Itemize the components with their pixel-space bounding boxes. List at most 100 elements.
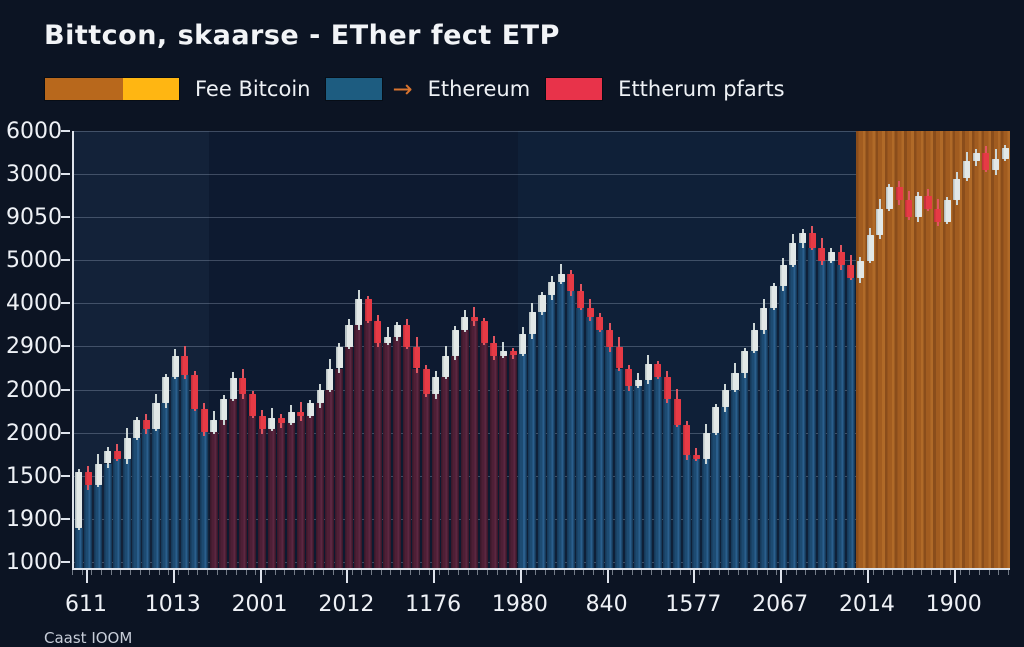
y-axis-label: 2000 [6,420,62,446]
x-axis-minor-tick [429,570,431,575]
y-axis-tick [61,517,70,520]
x-axis-minor-tick [872,570,874,575]
candle-body-up [963,161,971,179]
x-axis-label: 1980 [491,592,548,617]
candle-body-down [808,232,816,248]
gridline [74,260,1010,262]
x-axis-major-tick [86,570,89,583]
price-column [142,428,151,568]
x-axis-minor-tick [197,570,199,575]
x-axis-minor-tick [149,570,151,575]
candle-body-up [557,273,565,283]
x-axis-minor-tick [583,570,585,575]
price-column [769,308,778,568]
candle-body-down [895,187,903,201]
y-axis-tick [61,259,70,262]
price-column [827,260,836,568]
x-axis-minor-tick [805,570,807,575]
x-axis-label: 2001 [231,592,288,617]
candle-body-up [760,308,768,330]
price-column [151,428,160,568]
x-axis-minor-tick [650,570,652,575]
price-column [228,398,238,568]
x-axis-minor-tick [815,570,816,575]
y-axis-label: 6000 [6,119,62,144]
candle-body-up [171,355,179,378]
price-column [779,286,788,568]
x-axis-minor-tick [168,570,170,575]
x-axis-major-tick [693,570,696,583]
x-axis-minor-tick [284,570,286,575]
price-column [180,374,189,568]
candle-body-up [866,234,874,261]
x-axis-minor-tick [515,570,517,575]
candle-body-up [335,346,343,369]
candle-body-up [326,368,334,391]
y-axis-tick [61,216,70,219]
price-column [373,342,382,568]
x-axis-minor-tick [737,570,739,575]
candle-wick-down [695,448,698,462]
price-column [528,333,537,568]
x-axis-minor-tick [689,570,691,575]
price-column [460,329,469,568]
x-axis-minor-tick [843,570,845,575]
candle-body-up [528,312,536,334]
price-column [836,264,845,568]
candle-body-up [992,158,1000,170]
price-column [547,295,556,568]
price-column [383,342,392,568]
x-axis-minor-tick [921,570,923,575]
arrow-right-icon: → [392,75,413,103]
y-axis-label: 2000 [6,377,62,403]
candle-body-up [972,152,980,162]
legend-swatch-fee-bitcoin [44,77,180,101]
x-axis-minor-tick [602,570,604,575]
legend-swatch-ettherum-pfarts [545,77,604,101]
candle-body-down [934,208,942,222]
x-axis-minor-tick [207,570,209,575]
region-band-orange-band [855,131,1010,568]
candle-body-down [837,251,845,265]
x-axis-minor-tick [448,570,450,575]
x-axis-minor-tick [120,570,122,575]
x-axis-minor-tick [940,570,942,575]
x-axis-minor-tick [506,570,508,575]
candle-body-down [181,355,189,375]
price-column [740,372,749,568]
candle-body-up [104,450,112,464]
x-axis-minor-tick [303,570,305,575]
x-axis-minor-tick [438,570,440,575]
price-column [653,377,662,568]
gridline [74,131,1010,132]
x-axis-label: 1900 [925,592,982,617]
candle-body-down [577,290,585,309]
price-column [306,416,315,568]
y-axis-tick [61,431,70,434]
x-axis-minor-tick [342,570,344,575]
candle-body-up [162,377,170,404]
candle-body-up [461,316,469,330]
x-axis-minor-tick [187,570,189,575]
y-axis-tick [61,302,70,305]
candle-body-down [924,195,932,209]
x-axis-label: 1013 [144,592,201,617]
price-column [692,459,701,568]
candle-body-up [441,355,450,378]
price-column [566,290,575,568]
x-axis-minor-tick [400,570,402,575]
price-column [663,398,672,568]
price-column [354,325,363,568]
x-axis-minor-tick [129,570,131,575]
candle-body-down [403,325,411,347]
candle-body-up [741,351,749,373]
candle-body-up [914,195,922,218]
candle-body-up [644,364,652,380]
price-column [450,355,459,568]
candle-body-down [654,364,662,378]
candle-body-down [470,316,478,321]
x-axis-minor-tick [525,570,527,575]
price-column [402,346,411,568]
chart-title: Bittcon, skaarse - ETher fect ETP [44,20,560,51]
price-column [93,485,102,568]
